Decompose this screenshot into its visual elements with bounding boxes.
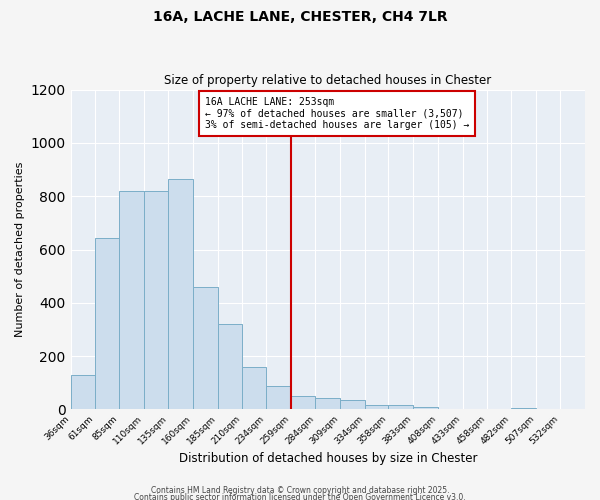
Bar — [560, 408, 585, 410]
Bar — [511, 408, 536, 410]
Bar — [168, 179, 193, 410]
Bar — [291, 396, 316, 409]
Bar — [340, 400, 365, 409]
Bar — [95, 238, 119, 410]
Bar — [266, 386, 291, 409]
Bar — [193, 287, 218, 410]
Bar — [388, 406, 413, 409]
Bar — [242, 368, 266, 410]
Bar — [413, 407, 438, 410]
Bar — [218, 324, 242, 410]
Bar — [71, 375, 95, 410]
Bar — [143, 191, 168, 410]
Bar — [365, 406, 388, 409]
Text: Contains HM Land Registry data © Crown copyright and database right 2025.: Contains HM Land Registry data © Crown c… — [151, 486, 449, 495]
Bar — [316, 398, 340, 409]
Y-axis label: Number of detached properties: Number of detached properties — [15, 162, 25, 337]
Text: Contains public sector information licensed under the Open Government Licence v3: Contains public sector information licen… — [134, 494, 466, 500]
Bar — [438, 408, 463, 410]
Text: 16A LACHE LANE: 253sqm
← 97% of detached houses are smaller (3,507)
3% of semi-d: 16A LACHE LANE: 253sqm ← 97% of detached… — [205, 97, 469, 130]
X-axis label: Distribution of detached houses by size in Chester: Distribution of detached houses by size … — [179, 452, 477, 465]
Title: Size of property relative to detached houses in Chester: Size of property relative to detached ho… — [164, 74, 491, 87]
Bar — [119, 191, 143, 410]
Text: 16A, LACHE LANE, CHESTER, CH4 7LR: 16A, LACHE LANE, CHESTER, CH4 7LR — [152, 10, 448, 24]
